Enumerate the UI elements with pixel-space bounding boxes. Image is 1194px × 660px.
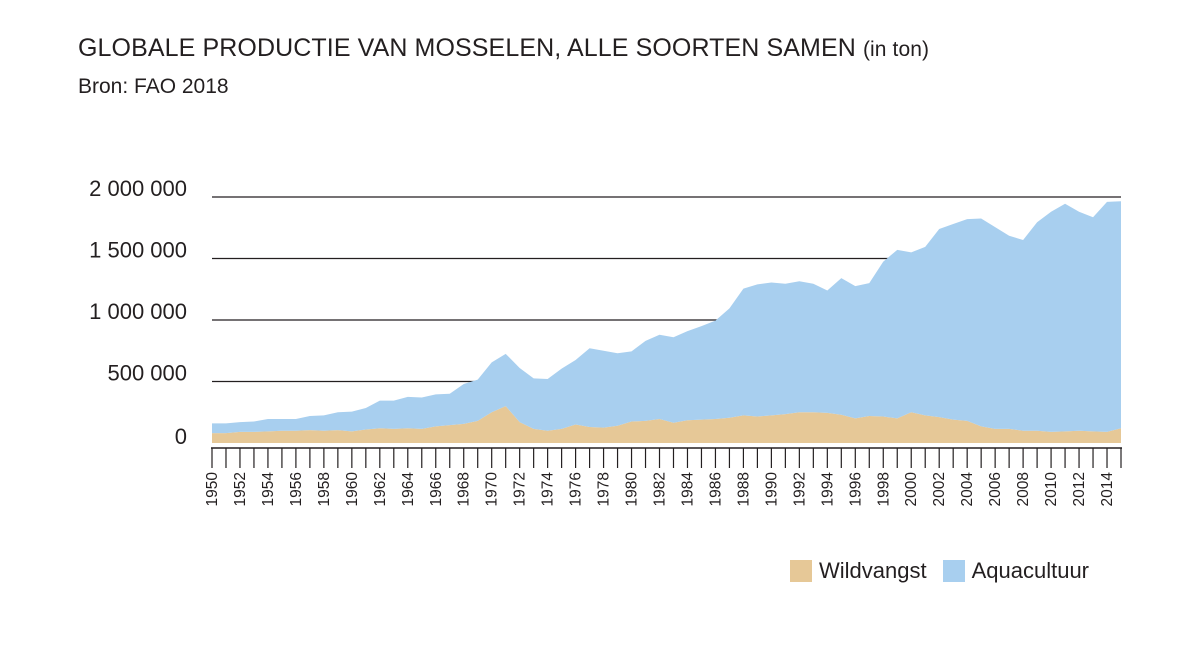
chart-title: GLOBALE PRODUCTIE VAN MOSSELEN, ALLE SOO…	[78, 34, 929, 63]
x-tick-label-1982: 1982	[652, 472, 669, 506]
y-tick-label-0: 0	[175, 424, 187, 449]
y-tick-label-500000: 500 000	[107, 361, 187, 386]
x-tick-label-1984: 1984	[679, 472, 696, 507]
legend-label-aquacultuur: Aquacultuur	[971, 558, 1090, 583]
x-tick-label-1972: 1972	[512, 472, 529, 506]
x-tick-label-1960: 1960	[344, 472, 361, 507]
legend: Wildvangst Aquacultuur	[790, 558, 1105, 584]
legend-swatch-aquacultuur	[942, 560, 965, 582]
x-tick-label-1978: 1978	[596, 472, 613, 506]
area-aquacultuur	[212, 201, 1121, 434]
x-tick-label-1952: 1952	[232, 472, 249, 506]
x-tick-label-1996: 1996	[847, 472, 864, 506]
legend-label-wildvangst: Wildvangst	[819, 558, 927, 583]
y-tick-label-2000000: 2 000 000	[89, 176, 187, 201]
x-tick-label-1968: 1968	[456, 472, 473, 506]
x-tick-label-1998: 1998	[875, 472, 892, 506]
x-tick-label-1966: 1966	[428, 472, 445, 506]
x-tick-label-2002: 2002	[931, 472, 948, 506]
x-tick-label-1956: 1956	[288, 472, 305, 506]
x-tick-label-1988: 1988	[735, 472, 752, 506]
x-tick-label-1990: 1990	[763, 472, 780, 507]
legend-item-aquacultuur: Aquacultuur	[942, 558, 1090, 584]
chart-title-text: GLOBALE PRODUCTIE VAN MOSSELEN, ALLE SOO…	[78, 34, 856, 62]
x-tick-label-1958: 1958	[316, 472, 333, 506]
x-tick-label-1954: 1954	[260, 472, 277, 507]
x-tick-label-1992: 1992	[791, 472, 808, 506]
x-tick-label-2010: 2010	[1043, 472, 1060, 507]
x-tick-label-1964: 1964	[400, 472, 417, 507]
x-tick-label-2012: 2012	[1071, 472, 1088, 506]
legend-swatch-wildvangst	[790, 560, 812, 582]
x-tick-label-2014: 2014	[1099, 472, 1116, 507]
x-tick-label-2000: 2000	[903, 472, 920, 507]
x-tick-label-1994: 1994	[819, 472, 836, 507]
x-tick-label-2008: 2008	[1015, 472, 1032, 506]
x-tick-label-1980: 1980	[624, 472, 641, 507]
x-tick-label-1970: 1970	[484, 472, 501, 507]
chart-subtitle: Bron: FAO 2018	[78, 75, 229, 98]
area-wildvangst	[212, 406, 1121, 443]
x-tick-label-2006: 2006	[987, 472, 1004, 506]
x-tick-label-2004: 2004	[959, 472, 976, 507]
chart-header: GLOBALE PRODUCTIE VAN MOSSELEN, ALLE SOO…	[78, 34, 929, 99]
x-axis: 1950 1952 1954 1956 1958 1960 1962 1964 1966 1968…	[204, 447, 1122, 507]
x-tick-label-1986: 1986	[707, 472, 724, 506]
area-series	[212, 201, 1121, 443]
y-tick-label-1500000: 1 500 000	[89, 238, 187, 263]
legend-item-wildvangst: Wildvangst	[790, 558, 927, 584]
x-tick-label-1962: 1962	[372, 472, 389, 506]
x-tick-label-1974: 1974	[540, 472, 557, 507]
x-tick-label-1976: 1976	[568, 472, 585, 506]
x-tick-label-1950: 1950	[204, 472, 221, 507]
y-tick-label-1000000: 1 000 000	[89, 299, 187, 324]
y-axis-labels: 0 500 000 1 000 000 1 500 000 2 000 000	[89, 176, 187, 449]
chart-title-unit: (in ton)	[862, 38, 930, 61]
